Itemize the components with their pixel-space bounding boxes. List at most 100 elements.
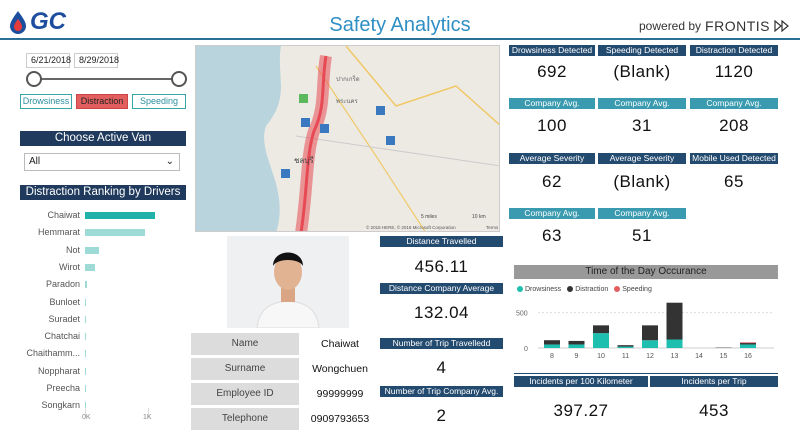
ranking-bar[interactable]: [85, 246, 99, 254]
logo-text: GC: [30, 8, 66, 35]
chevron-down-icon: ⌄: [165, 156, 174, 167]
ranking-driver-label: Bunloet: [49, 296, 80, 307]
bar-speeding[interactable]: [740, 342, 756, 344]
date-from-input[interactable]: 6/21/2018: [26, 53, 71, 68]
driver-field-value: 99999999: [316, 388, 364, 400]
bar-drowsiness[interactable]: [568, 344, 585, 348]
bar-drowsiness[interactable]: [593, 333, 609, 348]
bar-distraction[interactable]: [544, 340, 560, 345]
van-selected: All: [29, 156, 41, 167]
map-label-3: ชลบุรี: [294, 156, 314, 165]
ranking-bar[interactable]: [85, 281, 88, 289]
kpi-value: 1120: [714, 62, 754, 81]
x-tick: 10: [597, 353, 605, 360]
bar-distraction[interactable]: [568, 340, 585, 345]
y-tick: 500: [516, 311, 528, 318]
brand-name: FRONTIS: [705, 18, 770, 34]
ranking-driver-label: Chatchai: [44, 331, 80, 342]
ranking-driver-label: Wirot: [59, 261, 80, 272]
driver-photo: [227, 236, 349, 329]
ranking-bar[interactable]: [85, 229, 145, 237]
company-distance-label: Distance Company Average: [380, 283, 503, 294]
ranking-bar[interactable]: [85, 315, 87, 323]
bar-drowsiness[interactable]: [617, 346, 634, 348]
header-divider: [0, 38, 800, 40]
bar-distraction[interactable]: [642, 325, 658, 341]
kpi-value: 65: [724, 172, 744, 191]
filter-distraction-button[interactable]: Distraction: [76, 94, 128, 109]
trips-company-label: Number of Trip Company Avg.: [380, 386, 503, 397]
ranking-driver-label: Chaiwat: [47, 210, 80, 220]
driver-field-label: Surname: [191, 358, 299, 380]
map-copyright: © 2018 HERE, © 2018 Microsoft Corporatio…: [366, 225, 456, 230]
kpi-value: 63: [542, 226, 562, 245]
ranking-driver-label: Not: [65, 244, 80, 255]
date-to-input[interactable]: 8/29/2018: [74, 53, 119, 68]
ranking-bar[interactable]: [85, 263, 95, 271]
date-slider-start-handle[interactable]: [26, 71, 42, 87]
ranking-bar[interactable]: [85, 402, 86, 410]
filter-drowsiness-button[interactable]: Drowsiness: [20, 94, 72, 109]
bar-drowsiness[interactable]: [740, 344, 756, 348]
ranking-axis-1: [148, 408, 149, 418]
bar-drowsiness[interactable]: [544, 344, 560, 348]
map-canvas: [196, 46, 499, 231]
kpi-label: Average Severity: [598, 153, 686, 164]
incidents-trip-label: Incidents per Trip: [650, 376, 778, 387]
ranking-bar[interactable]: [85, 333, 86, 341]
van-dropdown[interactable]: All ⌄: [24, 153, 180, 171]
kpi-label: Drowsiness Detected: [509, 45, 595, 56]
map-terms-link[interactable]: Terms: [486, 225, 499, 230]
ranking-tick-0k: 0K: [82, 414, 91, 421]
incidents-divider: [514, 373, 778, 374]
filter-speeding-button[interactable]: Speeding: [132, 94, 186, 109]
kpi-label: Company Avg. Detection: [690, 98, 778, 119]
ranking-section-header: Distraction Ranking by Drivers: [20, 185, 186, 200]
bar-distraction[interactable]: [666, 302, 683, 340]
kpi-value: 100: [537, 116, 567, 135]
x-tick: 14: [695, 353, 703, 360]
ranking-bar[interactable]: [85, 385, 86, 392]
page-title: Safety Analytics: [329, 14, 471, 36]
driver-field-label: Telephone: [191, 408, 299, 430]
ranking-driver-label: Songkarn: [41, 400, 80, 411]
flame-icon: [10, 11, 26, 34]
route-map[interactable]: ปากเกร็ด พระนคร ชลบุรี 5 miles 10 km © 2…: [195, 45, 500, 232]
kpi-value: 62: [542, 172, 562, 191]
bar-drowsiness[interactable]: [642, 340, 658, 348]
legend-distraction: Distraction: [567, 286, 608, 293]
ranking-driver-label: Noppharat: [37, 365, 80, 376]
x-tick: 11: [622, 353, 629, 360]
trips-company-value: 2: [436, 406, 447, 425]
x-tick: 12: [646, 353, 654, 360]
company-distance-value: 132.04: [414, 303, 469, 322]
date-slider-end-handle[interactable]: [171, 71, 187, 87]
ranking-bar[interactable]: [85, 367, 86, 375]
driver-field-label: Employee ID: [191, 383, 299, 405]
bar-distraction[interactable]: [617, 345, 634, 347]
ranking-driver-label: Chaithamm...: [26, 348, 80, 359]
kpi-label: Distraction Detected: [690, 45, 778, 56]
trips-value: 4: [436, 358, 447, 377]
kpi-label: Company Avg. Severity: [598, 208, 686, 229]
ranking-bar[interactable]: [85, 350, 86, 358]
ranking-driver-label: Preecha: [46, 383, 80, 393]
bar-drowsiness[interactable]: [666, 339, 683, 348]
date-slider-track[interactable]: [34, 78, 180, 80]
bar-distraction[interactable]: [740, 343, 756, 345]
bar-distraction[interactable]: [593, 325, 609, 334]
kpi-label: Company Avg. Severity: [509, 208, 595, 229]
kpi-value: 692: [537, 62, 567, 81]
ranking-bar[interactable]: [85, 298, 87, 306]
legend-drowsiness: Drowsiness: [517, 286, 561, 293]
ranking-bar[interactable]: [85, 212, 155, 219]
chart-title: Time of the Day Occurance: [514, 265, 778, 279]
kpi-label: Company Avg. Detection: [598, 98, 686, 119]
trips-label: Number of Trip Travelledd: [380, 338, 503, 349]
incidents-km-label: Incidents per 100 Kilometer: [514, 376, 648, 387]
driver-field-value: Wongchuen: [312, 363, 368, 375]
van-section-header: Choose Active Van: [20, 131, 186, 146]
powered-by-label: powered by: [639, 19, 702, 33]
map-label-2: พระนคร: [336, 99, 358, 105]
ranking-tick-1k: 1K: [143, 414, 152, 421]
